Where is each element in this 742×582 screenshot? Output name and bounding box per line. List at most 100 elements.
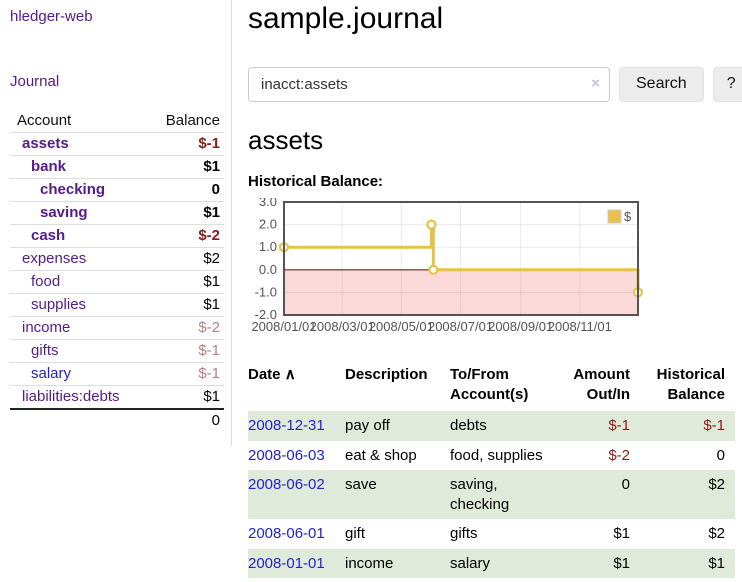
transaction-description: eat & shop <box>345 446 417 464</box>
sidebar: hledger-web Journal Account Balance asse… <box>0 0 232 446</box>
search-input[interactable] <box>248 66 610 102</box>
clear-search-icon[interactable]: × <box>591 74 600 92</box>
account-balance: $1 <box>144 293 224 317</box>
transaction-description: pay off <box>345 417 390 435</box>
account-row: cash $-2 <box>10 224 224 248</box>
column-header-date[interactable]: Date ∧ <box>248 366 296 384</box>
account-link-food[interactable]: food <box>31 273 61 290</box>
svg-text:-1.0: -1.0 <box>255 285 277 300</box>
transaction-date-link[interactable]: 2008-06-03 <box>248 446 325 464</box>
transaction-amount: $-2 <box>608 446 630 464</box>
transaction-accounts: gifts <box>450 525 478 543</box>
accounts-header-row: Account Balance <box>10 110 224 133</box>
account-link-assets[interactable]: assets <box>22 135 69 152</box>
account-link-income[interactable]: income <box>22 319 71 336</box>
account-row: income $-2 <box>10 316 224 340</box>
transaction-balance: 0 <box>716 446 725 464</box>
svg-text:1.0: 1.0 <box>259 240 277 255</box>
account-row: checking 0 <box>10 178 224 202</box>
account-row: liabilities:debts $1 <box>10 385 224 409</box>
transaction-balance: $2 <box>708 476 725 494</box>
historical-balance-chart: $3.0 2.0 1.0 0.0 -1.0 -2.0 2008/01/01 2008/03/0… <box>248 194 742 340</box>
accounts-total-balance: 0 <box>144 408 224 432</box>
transaction-accounts: debts <box>450 417 487 435</box>
column-header-description: Description <box>345 366 428 384</box>
sort-ascending-icon: ∧ <box>284 366 296 384</box>
account-row: saving $1 <box>10 201 224 225</box>
account-link-liabilities-debts[interactable]: liabilities:debts <box>22 388 120 405</box>
main-content: sample.journal × Search ? assets Histori… <box>232 0 742 579</box>
account-balance: $2 <box>144 247 224 271</box>
register-row: 2008-12-31 pay off debts $-1 $-1 <box>248 411 735 441</box>
transaction-description: gift <box>345 525 366 543</box>
account-row: expenses $2 <box>10 247 224 271</box>
accounts-table: Account Balance assets $-1 bank $1 check… <box>10 110 224 432</box>
account-row: supplies $1 <box>10 293 224 317</box>
svg-text:2008/01/01: 2008/01/01 <box>251 319 316 334</box>
account-link-bank[interactable]: bank <box>31 158 67 175</box>
chart-heading: Historical Balance: <box>248 173 384 191</box>
transaction-description: save <box>345 476 377 494</box>
transaction-balance: $-1 <box>703 417 725 435</box>
account-row: assets $-1 <box>10 132 224 156</box>
transaction-balance: $2 <box>708 525 725 543</box>
column-header-balance: Historical Balance <box>656 366 725 403</box>
svg-text:3.0: 3.0 <box>259 198 277 209</box>
accounts-header-account: Account <box>17 112 72 129</box>
transaction-accounts: food, supplies <box>450 446 543 464</box>
column-header-accounts: To/From Account(s) <box>450 366 529 403</box>
account-link-cash[interactable]: cash <box>31 227 66 244</box>
account-link-gifts[interactable]: gifts <box>31 342 59 359</box>
chart-canvas: $3.0 2.0 1.0 0.0 -1.0 -2.02008/01/012008/03/0… <box>251 194 644 334</box>
account-row: bank $1 <box>10 155 224 179</box>
transaction-date-link[interactable]: 2008-12-31 <box>248 417 325 435</box>
column-header-amount: Amount Out/In <box>573 366 630 403</box>
svg-text:$: $ <box>624 209 632 224</box>
account-balance: $-2 <box>144 316 224 340</box>
svg-text:0.0: 0.0 <box>259 262 277 277</box>
sidebar-item-journal[interactable]: Journal <box>10 73 60 90</box>
transaction-amount: 0 <box>621 476 630 494</box>
account-balance: $1 <box>144 201 224 225</box>
svg-text:2.0: 2.0 <box>259 217 277 232</box>
svg-text:2008/09/01: 2008/09/01 <box>488 319 553 334</box>
search-button[interactable]: Search <box>619 66 704 102</box>
account-row: gifts $-1 <box>10 339 224 363</box>
register-row: 2008-06-01 gift gifts $1 $2 <box>248 519 735 549</box>
brand-link[interactable]: hledger-web <box>10 8 93 25</box>
account-page-title: assets <box>248 124 324 155</box>
transaction-amount: $-1 <box>608 417 630 435</box>
account-link-checking[interactable]: checking <box>40 181 106 198</box>
account-link-saving[interactable]: saving <box>40 204 88 221</box>
register-row: 2008-06-03 eat & shop food, supplies $-2… <box>248 441 735 471</box>
account-link-supplies[interactable]: supplies <box>31 296 87 313</box>
transaction-date-link[interactable]: 2008-01-01 <box>248 554 325 572</box>
account-row: food $1 <box>10 270 224 294</box>
help-button[interactable]: ? <box>712 66 742 102</box>
svg-text:2008/07/01: 2008/07/01 <box>428 319 493 334</box>
transaction-amount: $1 <box>613 554 630 572</box>
svg-text:2008/11/01: 2008/11/01 <box>548 319 612 334</box>
account-balance: $1 <box>144 270 224 294</box>
transaction-balance: $1 <box>708 554 725 572</box>
account-balance: $-2 <box>144 224 224 248</box>
transaction-accounts: saving, checking <box>450 476 510 513</box>
account-balance: $1 <box>144 155 224 179</box>
transaction-date-link[interactable]: 2008-06-02 <box>248 476 325 494</box>
page-title: sample.journal <box>248 2 444 35</box>
transaction-description: income <box>345 554 394 572</box>
transaction-amount: $1 <box>613 525 630 543</box>
transaction-date-link[interactable]: 2008-06-01 <box>248 525 325 543</box>
account-balance: $1 <box>144 385 224 409</box>
account-balance: $-1 <box>144 339 224 363</box>
search-bar: × Search ? <box>248 66 742 102</box>
accounts-header-balance: Balance <box>165 112 220 129</box>
account-balance: $-1 <box>144 362 224 386</box>
svg-text:-2.0: -2.0 <box>255 307 277 322</box>
register-row: 2008-06-02 save saving, checking 0 $2 <box>248 470 735 520</box>
account-balance: $-1 <box>144 132 224 156</box>
transaction-accounts: salary <box>450 554 491 572</box>
account-link-expenses[interactable]: expenses <box>22 250 87 267</box>
account-link-salary[interactable]: salary <box>31 365 72 382</box>
account-row: salary $-1 <box>10 362 224 386</box>
